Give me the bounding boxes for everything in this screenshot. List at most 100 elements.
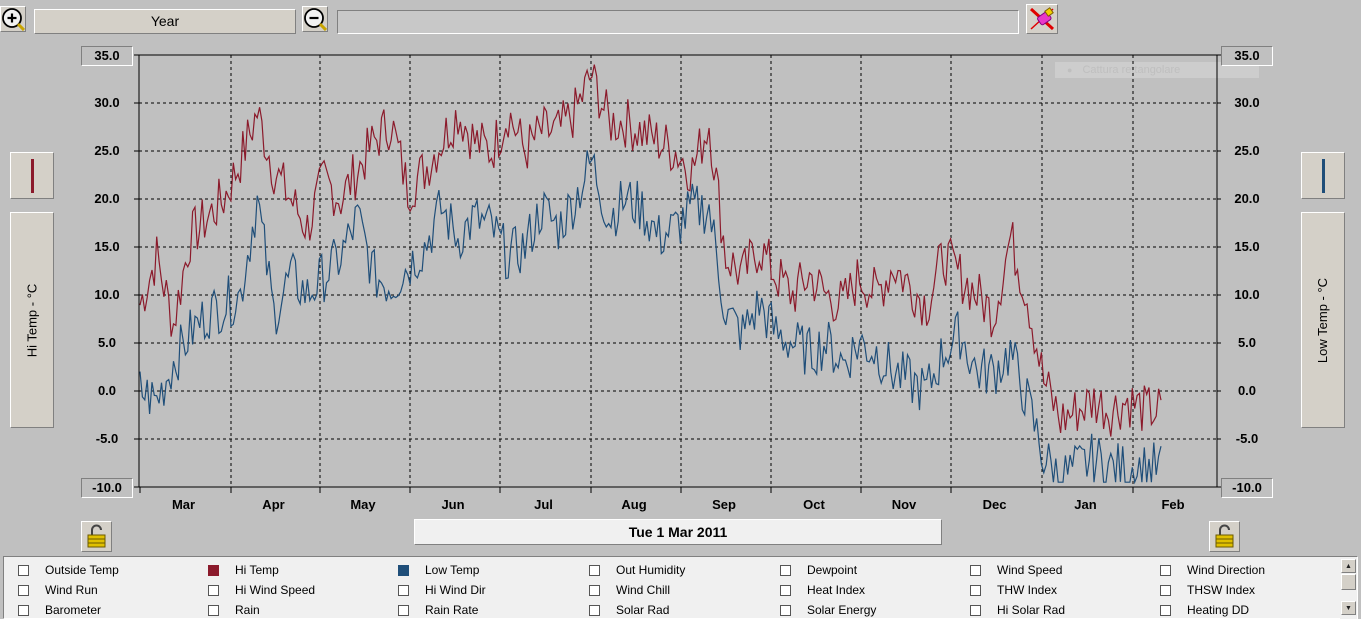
temperature-chart[interactable] [0,0,1361,520]
legend-label: Heating DD [1187,603,1250,617]
month-label-may: May [350,497,376,512]
legend-checkbox[interactable] [780,584,791,596]
legend-scrollbar[interactable]: ▲ ▼ [1340,557,1357,619]
legend-item-solar-energy[interactable]: Solar Energy [780,601,876,619]
eraser-icon [1029,7,1055,31]
scroll-down-icon: ▼ [1345,604,1352,612]
month-label-mar: Mar [171,497,196,512]
legend-label: Wind Speed [997,563,1063,577]
legend-item-rain-rate[interactable]: Rain Rate [398,601,478,619]
right-y-tick-label: 15.0 [1221,238,1273,258]
lock-icon [1215,524,1234,548]
legend-item-hi-solar-rad[interactable]: Hi Solar Rad [970,601,1065,619]
right-y-tick-label: -5.0 [1221,430,1273,450]
low-temp-color-swatch[interactable] [1301,152,1345,199]
scroll-up-button[interactable]: ▲ [1341,559,1356,573]
legend-item-wind-speed[interactable]: Wind Speed [970,561,1062,579]
zoom-out-button[interactable] [302,6,328,32]
legend-item-thw-index[interactable]: THW Index [970,581,1057,599]
left-y-tick-label: 30.0 [81,94,133,114]
legend-checkbox[interactable] [398,564,409,576]
legend-item-barometer[interactable]: Barometer [18,601,101,619]
legend-item-thsw-index[interactable]: THSW Index [1160,581,1255,599]
legend-item-hi-wind-dir[interactable]: Hi Wind Dir [398,581,486,599]
right-y-tick-label[interactable]: -10.0 [1221,478,1273,498]
legend-checkbox[interactable] [208,604,219,616]
legend-item-solar-rad[interactable]: Solar Rad [589,601,669,619]
chart-series [139,64,1162,485]
legend-checkbox[interactable] [1160,604,1171,616]
legend-label: Wind Run [45,583,98,597]
legend-label: THW Index [997,583,1058,597]
legend-item-heat-index[interactable]: Heat Index [780,581,865,599]
hi-temp-color-bar [30,158,34,193]
legend-label: Low Temp [425,563,480,577]
legend-checkbox[interactable] [780,604,791,616]
legend-checkbox[interactable] [589,584,600,596]
legend-item-outside-temp[interactable]: Outside Temp [18,561,119,579]
eraser-button[interactable] [1026,4,1058,34]
left-y-tick-label[interactable]: -10.0 [81,478,133,498]
legend-label: Outside Temp [45,563,119,577]
legend-item-out-humidity[interactable]: Out Humidity [589,561,685,579]
legend-checkbox[interactable] [1160,564,1171,576]
month-label-dec: Dec [982,497,1007,512]
scroll-thumb[interactable] [1341,574,1356,590]
month-label-jul: Jul [534,497,553,512]
right-y-tick-label: 30.0 [1221,94,1273,114]
legend-checkbox[interactable] [970,564,981,576]
zoom-in-button[interactable] [0,6,26,32]
left-y-tick-label: 25.0 [81,142,133,162]
legend-checkbox[interactable] [18,564,29,576]
legend-item-hi-wind-speed[interactable]: Hi Wind Speed [208,581,315,599]
left-y-tick-label: 20.0 [81,190,133,210]
legend-label: Hi Temp [235,563,279,577]
current-date-display[interactable]: Tue 1 Mar 2011 [414,519,942,545]
legend-item-wind-chill[interactable]: Wind Chill [589,581,670,599]
legend-item-dewpoint[interactable]: Dewpoint [780,561,857,579]
legend-checkbox[interactable] [970,584,981,596]
legend-checkbox[interactable] [208,584,219,596]
series-line-hi-temp [139,64,1162,437]
legend-checkbox[interactable] [18,584,29,596]
legend-checkbox[interactable] [589,564,600,576]
capture-tooltip: ● Cattura rettangolare [1055,62,1259,78]
legend-label: Rain Rate [425,603,479,617]
left-y-tick-label[interactable]: 35.0 [81,46,133,66]
scroll-down-button[interactable]: ▼ [1341,601,1356,615]
left-y-tick-label: 15.0 [81,238,133,258]
low-temp-color-bar [1321,158,1325,193]
legend-checkbox[interactable] [780,564,791,576]
legend-checkbox[interactable] [398,584,409,596]
legend-item-wind-direction[interactable]: Wind Direction [1160,561,1265,579]
legend-item-wind-run[interactable]: Wind Run [18,581,98,599]
legend-checkbox[interactable] [398,604,409,616]
left-y-tick-label: -5.0 [81,430,133,450]
legend-label: Dewpoint [807,563,858,577]
legend-checkbox[interactable] [589,604,600,616]
legend-item-hi-temp[interactable]: Hi Temp [208,561,279,579]
legend-item-rain[interactable]: Rain [208,601,260,619]
legend-label: Wind Chill [616,583,671,597]
legend-item-low-temp[interactable]: Low Temp [398,561,479,579]
hi-temp-color-swatch[interactable] [10,152,54,199]
month-label-nov: Nov [891,497,917,512]
left-lock-button[interactable] [81,521,112,552]
legend-checkbox[interactable] [970,604,981,616]
range-selector[interactable]: Year [34,9,296,34]
right-y-tick-label: 10.0 [1221,286,1273,306]
zoom-out-icon [304,8,327,31]
legend-label: Solar Rad [616,603,670,617]
month-label-feb: Feb [1161,497,1185,512]
left-y-tick-label: 5.0 [81,334,133,354]
legend-checkbox[interactable] [208,564,219,576]
legend-checkbox[interactable] [18,604,29,616]
right-y-tick-label[interactable]: 35.0 [1221,46,1273,66]
legend-checkbox[interactable] [1160,584,1171,596]
right-y-tick-label: 5.0 [1221,334,1273,354]
legend-item-heating-dd[interactable]: Heating DD [1160,601,1249,619]
legend-label: Wind Direction [1187,563,1266,577]
variable-legend-panel: Outside Temp Hi Temp Low Temp Out Humidity D… [3,556,1358,619]
right-lock-button[interactable] [1209,521,1240,552]
legend-label: Hi Solar Rad [997,603,1066,617]
